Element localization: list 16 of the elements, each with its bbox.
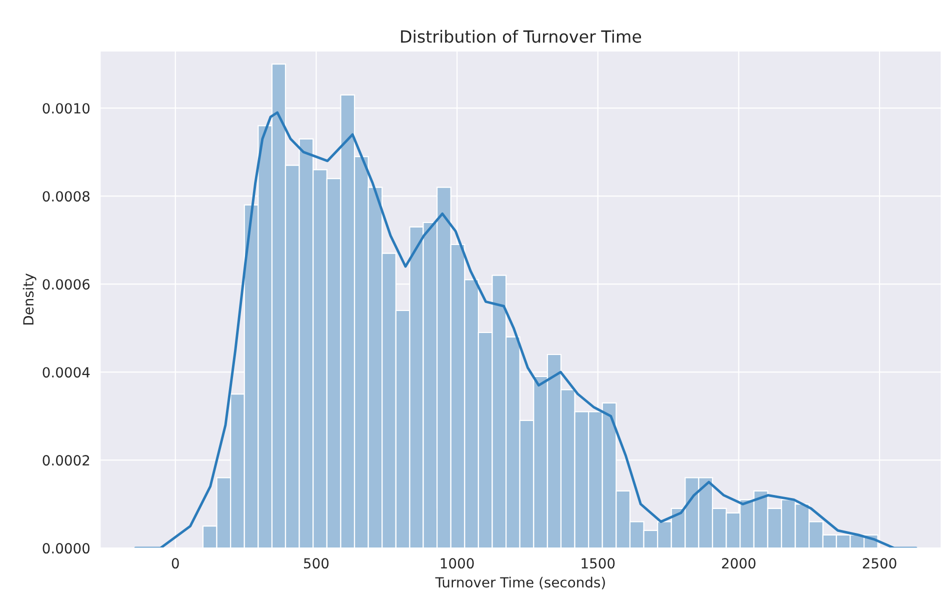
x-tick-label: 1000 — [440, 558, 474, 569]
x-tick-label: 2500 — [862, 558, 896, 569]
x-tick-label: 500 — [304, 558, 329, 569]
y-tick-label: 0.0010 — [42, 103, 90, 114]
y-tick-label: 0.0006 — [42, 279, 90, 290]
x-tick-label: 0 — [172, 558, 179, 569]
y-tick-label: 0.0008 — [42, 191, 90, 202]
x-tick-label: 1500 — [582, 558, 615, 569]
chart-title: Distribution of Turnover Time — [401, 30, 642, 43]
line-series — [134, 111, 918, 548]
x-axis-title: Turnover Time (seconds) — [435, 576, 605, 590]
y-tick-label: 0.0002 — [42, 455, 90, 466]
y-axis-title: Density — [22, 274, 36, 325]
x-tick-label: 2000 — [722, 558, 756, 569]
y-tick-label: 0.0004 — [42, 367, 90, 378]
y-tick-label: 0.0000 — [42, 543, 90, 554]
